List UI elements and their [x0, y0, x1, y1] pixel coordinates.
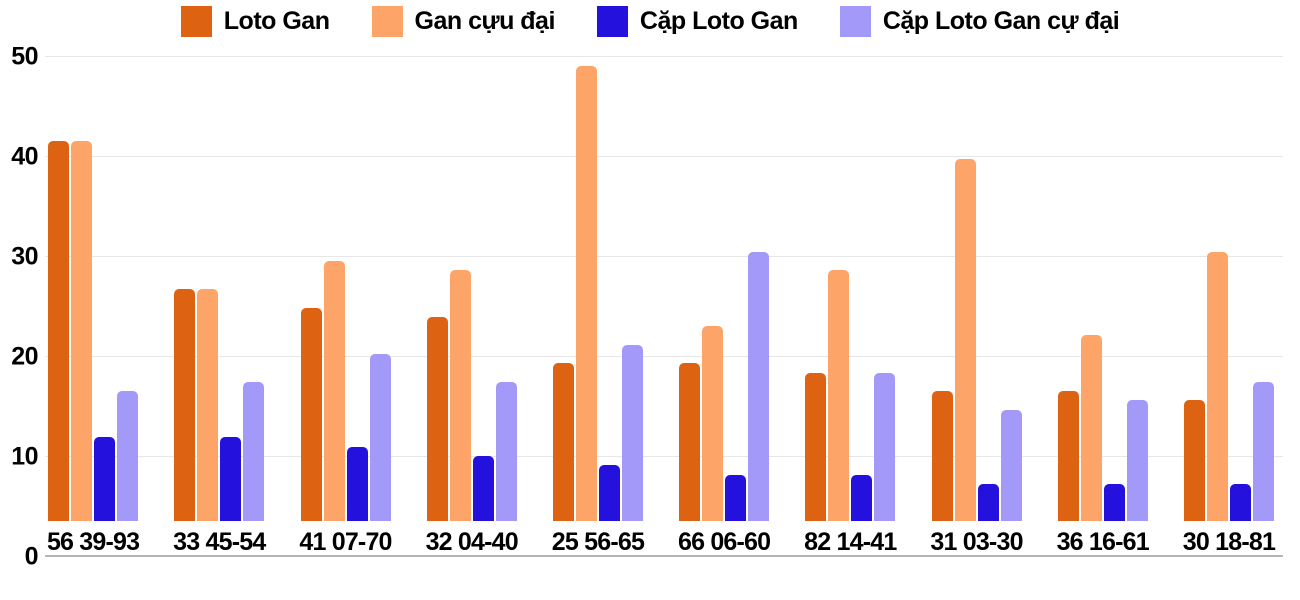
plot-area: 56 39-93 33 45-54 41 07-70 32 04-40 25 56-65…: [11, 43, 1292, 571]
bar-series-3: [369, 353, 391, 521]
bar-group: 32 04-40: [409, 57, 535, 557]
bar-series-1: [828, 270, 850, 521]
legend-swatch-loto-gan: [180, 6, 212, 37]
bar-series-0: [1183, 400, 1205, 521]
bars: [1166, 57, 1292, 521]
bar-series-3: [243, 381, 265, 521]
bar-series-1: [575, 66, 597, 521]
legend-label: Gan cựu đại: [414, 7, 556, 35]
gridline: [45, 256, 1283, 257]
bar-series-1: [71, 140, 93, 521]
bar-group: 30 18-81: [1166, 57, 1292, 557]
bar-series-2: [851, 474, 873, 521]
bar-series-3: [1126, 400, 1148, 521]
gridline: [45, 356, 1283, 357]
bar-group: 36 16-61: [1040, 57, 1166, 557]
x-axis-line: [45, 555, 1283, 557]
y-tick-label: 20: [11, 342, 38, 371]
bar-group: 31 03-30: [913, 57, 1039, 557]
bar-series-2: [346, 446, 368, 521]
bar-group: 66 06-60: [661, 57, 787, 557]
bar-series-1: [197, 289, 219, 521]
bar-series-1: [1080, 335, 1102, 521]
bar-series-3: [117, 391, 139, 521]
bar-series-2: [725, 474, 747, 521]
bar-series-2: [472, 456, 494, 521]
x-tick-label: 66 06-60: [677, 528, 771, 556]
legend-swatch-cap-loto-gan: [596, 6, 628, 37]
y-tick-label: 40: [11, 142, 38, 171]
bars: [409, 57, 535, 521]
y-tick-label: 50: [11, 42, 38, 71]
x-tick-label: 31 03-30: [930, 528, 1023, 556]
bars: [913, 57, 1039, 521]
bars: [661, 57, 787, 521]
x-tick-label: 56 39-93: [46, 528, 140, 556]
x-tick-label: 30 18-81: [1182, 528, 1276, 556]
bars: [535, 57, 661, 521]
bar-series-3: [621, 344, 643, 521]
legend-label: Cặp Loto Gan cự đại: [882, 7, 1120, 35]
bars: [787, 57, 913, 521]
bars: [282, 57, 408, 521]
x-tick-label: 25 56-65: [551, 528, 645, 556]
gridline: [45, 456, 1283, 457]
bar-series-0: [1057, 391, 1079, 521]
legend-item-gan-cuu-dai[interactable]: Gan cựu đại: [371, 6, 556, 37]
bar-group: 41 07-70: [282, 57, 408, 557]
x-tick-label: 41 07-70: [299, 528, 392, 556]
bar-series-3: [874, 372, 896, 521]
bars: [156, 57, 282, 521]
bar-series-2: [1103, 483, 1125, 521]
gridline: [45, 156, 1283, 157]
bar-series-1: [702, 326, 724, 521]
bar-series-0: [174, 289, 196, 521]
gridline: [45, 56, 1283, 57]
bar-series-1: [449, 270, 471, 521]
bar-series-0: [552, 363, 574, 521]
bar-series-3: [1252, 381, 1274, 521]
bars: [1040, 57, 1166, 521]
bar-series-1: [954, 159, 976, 521]
bar-series-2: [94, 437, 116, 521]
legend-item-cap-loto-gan[interactable]: Cặp Loto Gan: [596, 6, 798, 37]
bar-series-2: [220, 437, 242, 521]
legend-swatch-cap-loto-gan-cu-dai: [839, 6, 871, 37]
legend-label: Loto Gan: [223, 7, 330, 35]
bars: [30, 57, 156, 521]
bar-group: 25 56-65: [535, 57, 661, 557]
bar-group: 82 14-41: [787, 57, 913, 557]
legend: Loto Gan Gan cựu đại Cặp Loto Gan Cặp Lo…: [0, 6, 1300, 37]
bar-series-0: [679, 363, 701, 521]
bar-series-1: [323, 261, 345, 521]
x-tick-label: 33 45-54: [173, 528, 266, 556]
legend-label: Cặp Loto Gan: [639, 7, 798, 35]
y-tick-label: 30: [11, 242, 38, 271]
bar-series-0: [300, 307, 322, 521]
bar-group: 56 39-93: [30, 57, 156, 557]
bar-series-3: [1000, 409, 1022, 521]
bar-series-2: [598, 465, 620, 521]
legend-item-cap-loto-gan-cu-dai[interactable]: Cặp Loto Gan cự đại: [839, 6, 1120, 37]
bar-group: 33 45-54: [156, 57, 282, 557]
bar-groups: 56 39-93 33 45-54 41 07-70 32 04-40 25 56-65…: [30, 57, 1292, 557]
y-tick-label: 0: [24, 542, 39, 571]
bar-series-2: [977, 483, 999, 521]
bar-series-1: [1206, 251, 1228, 521]
bar-series-0: [48, 140, 70, 521]
bar-series-2: [1229, 483, 1251, 521]
bar-series-0: [931, 391, 953, 521]
legend-swatch-gan-cuu-dai: [371, 6, 403, 37]
legend-item-loto-gan[interactable]: Loto Gan: [180, 6, 330, 37]
x-tick-label: 32 04-40: [425, 528, 519, 556]
bar-series-3: [495, 381, 517, 521]
bar-series-3: [748, 251, 770, 521]
y-tick-label: 10: [11, 442, 38, 471]
bar-series-0: [805, 372, 827, 521]
x-tick-label: 36 16-61: [1056, 528, 1150, 556]
x-tick-label: 82 14-41: [804, 528, 897, 556]
bar-series-0: [426, 316, 448, 521]
